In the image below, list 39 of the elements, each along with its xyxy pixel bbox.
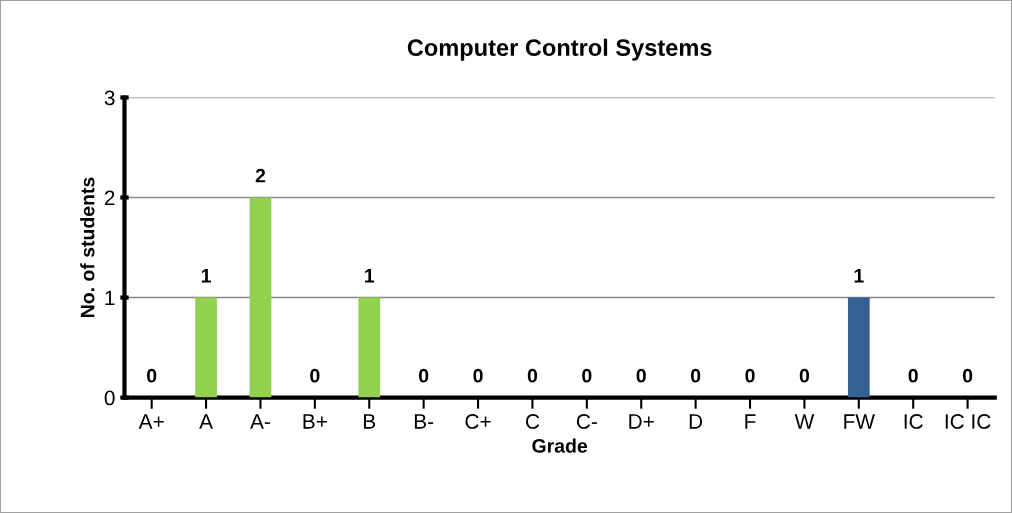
x-tick-label: W	[794, 414, 815, 429]
x-tick-label: B+	[303, 414, 327, 429]
y-tick-label: 1	[105, 290, 115, 306]
x-tick-label: IC	[904, 414, 923, 429]
data-label: 0	[473, 368, 483, 383]
x-tick-label: C	[525, 414, 540, 429]
data-label: 1	[201, 269, 211, 283]
y-axis-title: No. of students	[80, 177, 95, 317]
data-label: 0	[147, 368, 157, 383]
x-tick-label: IC IC	[945, 414, 991, 429]
x-tick-label: D	[689, 414, 703, 429]
y-tick-label: 3	[104, 90, 115, 106]
data-label: 0	[582, 368, 592, 383]
data-label: 0	[636, 368, 646, 383]
data-label: 1	[854, 269, 864, 283]
x-tick-label: D+	[629, 414, 654, 429]
x-tick-label: A+	[138, 414, 164, 429]
data-label: 0	[799, 368, 810, 383]
x-axis-title: Grade	[532, 438, 588, 453]
data-label: 0	[527, 368, 538, 383]
data-label: 0	[690, 368, 701, 383]
x-tick-label: FW	[844, 414, 875, 429]
data-label: 0	[310, 368, 320, 383]
x-tick-label: C-	[576, 414, 597, 429]
data-label: 0	[908, 368, 918, 383]
data-label: 0	[962, 368, 973, 383]
x-tick-label: B	[364, 414, 376, 429]
y-tick-label: 2	[104, 190, 115, 206]
data-label: 0	[745, 368, 755, 383]
chart-title: Computer Control Systems	[407, 38, 712, 61]
data-label: 2	[255, 168, 266, 183]
x-tick-label: B-	[414, 414, 434, 429]
x-tick-label: A	[199, 414, 213, 429]
x-tick-label: F	[745, 414, 756, 429]
data-label: 0	[419, 368, 429, 383]
x-tick-label: A-	[250, 414, 270, 429]
x-tick-label: C+	[465, 414, 491, 429]
data-label: 1	[365, 269, 375, 283]
y-tick-label: 0	[104, 390, 115, 406]
